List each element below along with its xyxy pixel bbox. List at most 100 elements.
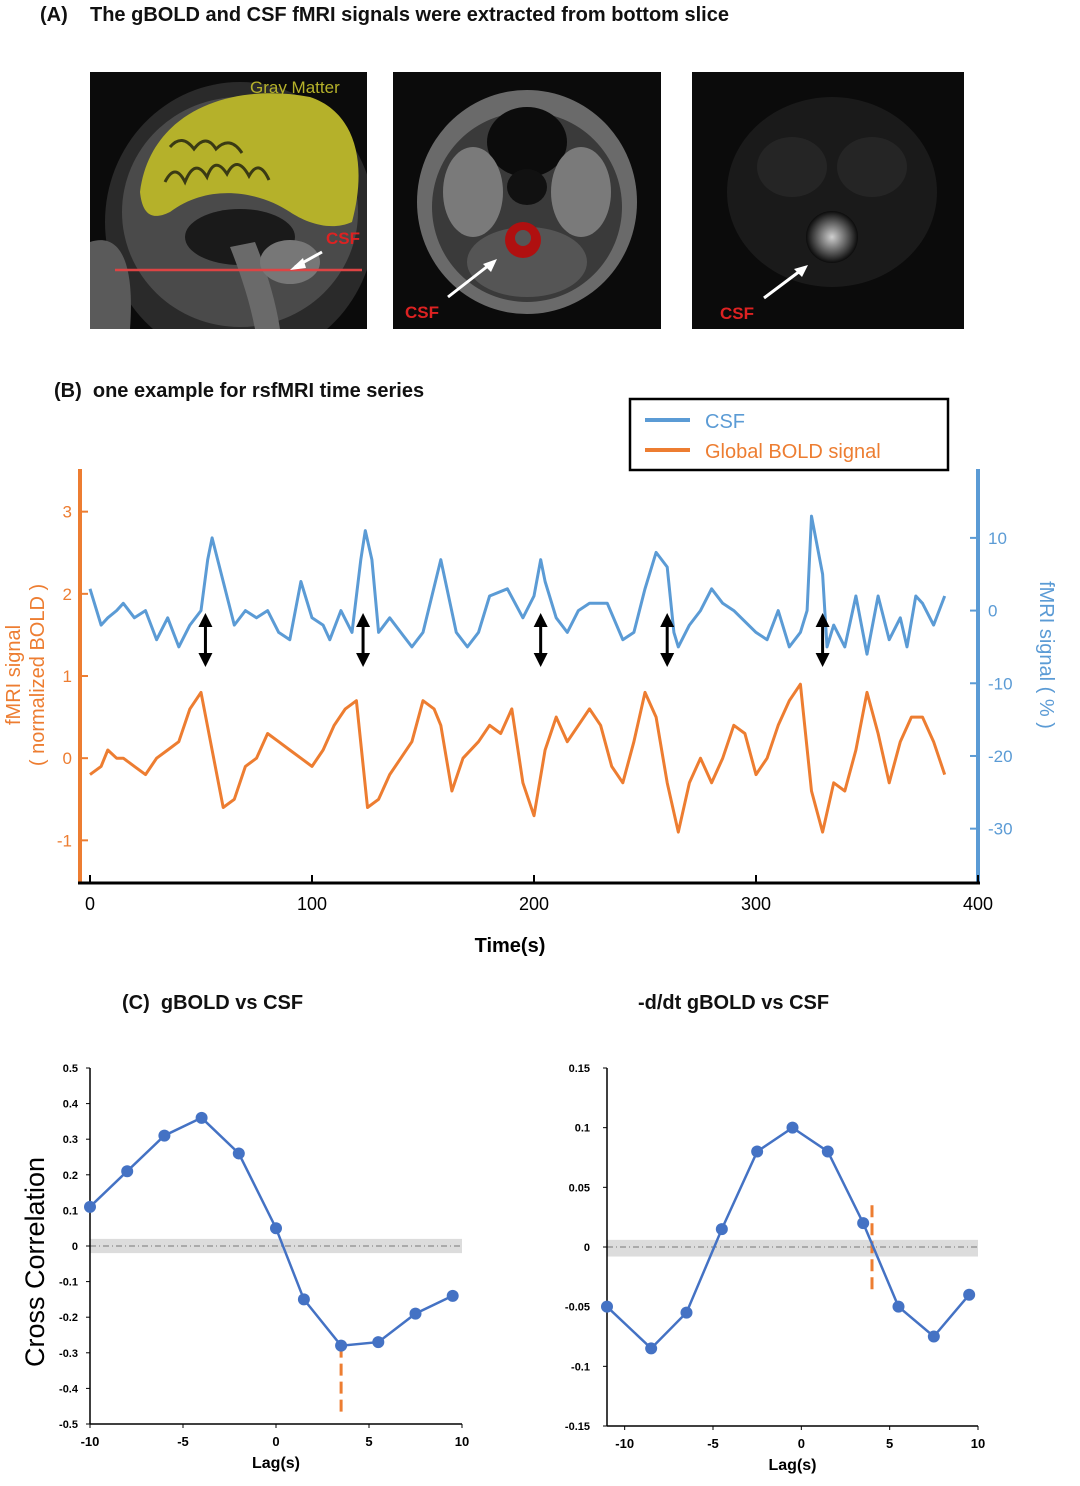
data-point bbox=[446, 1289, 459, 1302]
y-tick-label: 0.05 bbox=[569, 1182, 590, 1194]
global-bold-line bbox=[89, 682, 947, 834]
x-axis-label: Lag(s) bbox=[769, 1457, 817, 1474]
right-tick-label: -10 bbox=[988, 674, 1013, 693]
data-point bbox=[680, 1306, 693, 1319]
data-point bbox=[409, 1307, 422, 1320]
double-arrow-icon bbox=[356, 613, 371, 667]
x-tick-label: -5 bbox=[177, 1434, 189, 1449]
data-point bbox=[335, 1339, 348, 1352]
x-tick-label: 300 bbox=[741, 894, 771, 914]
data-point bbox=[158, 1129, 171, 1142]
right-axis-label: fMRI signal ( % ) bbox=[1035, 581, 1057, 729]
left-axis-label-2: ( normalized BOLD ) bbox=[27, 584, 49, 766]
axial-t1-image: CSF bbox=[393, 72, 661, 329]
panel-c-left-title: (C) gBOLD vs CSF bbox=[122, 992, 304, 1014]
legend-global-bold: Global BOLD signal bbox=[705, 441, 881, 463]
data-point bbox=[892, 1300, 905, 1313]
x-axis-label: Lag(s) bbox=[252, 1455, 300, 1472]
left-tick-label: 3 bbox=[63, 503, 72, 522]
left-tick-label: 0 bbox=[63, 749, 72, 768]
time-series-chart: CSF Global BOLD signal 0 100 200 300 400 -10… bbox=[3, 397, 1057, 957]
y-tick-label: -0.4 bbox=[59, 1383, 79, 1395]
y-tick-label: 0.4 bbox=[63, 1099, 79, 1111]
chart-legend: CSF Global BOLD signal bbox=[628, 397, 950, 472]
data-point bbox=[927, 1330, 940, 1343]
y-tick-label: -0.1 bbox=[571, 1361, 590, 1373]
cross-correlation-line bbox=[606, 1126, 971, 1351]
x-tick-label: 10 bbox=[455, 1434, 469, 1449]
data-point bbox=[751, 1145, 764, 1158]
csf-label-axial: CSF bbox=[405, 303, 439, 322]
csf-line bbox=[88, 514, 947, 656]
y-tick-label: -0.5 bbox=[59, 1419, 78, 1431]
double-arrow-icon bbox=[198, 613, 213, 667]
double-arrow-icon bbox=[815, 613, 830, 667]
data-point bbox=[121, 1165, 134, 1178]
x-tick-label: 0 bbox=[798, 1436, 805, 1451]
x-tick-label: -5 bbox=[707, 1436, 719, 1451]
left-axis-label-1: fMRI signal bbox=[3, 625, 25, 725]
cross-correlation-label: Cross Correlation bbox=[20, 1157, 50, 1367]
left-tick-label: -1 bbox=[57, 831, 72, 850]
y-tick-label: -0.15 bbox=[565, 1421, 590, 1433]
right-tick-label: -30 bbox=[988, 820, 1013, 839]
data-point bbox=[821, 1145, 834, 1158]
double-arrow-icon bbox=[660, 613, 675, 667]
data-point bbox=[232, 1147, 245, 1160]
right-tick-label: 0 bbox=[988, 602, 997, 621]
y-tick-label: -0.1 bbox=[59, 1277, 78, 1289]
axial-t1-drawing: CSF bbox=[405, 90, 637, 322]
x-tick-label: 200 bbox=[519, 894, 549, 914]
cross-correlation-charts: Cross Correlation 0.5 0.4 0.3 0.2 0.1 0 -0.1 -0… bbox=[20, 1063, 985, 1474]
x-axis-label: Time(s) bbox=[475, 935, 546, 957]
right-tick-label: -20 bbox=[988, 747, 1013, 766]
data-point bbox=[857, 1217, 870, 1230]
y-tick-label: 0.2 bbox=[63, 1170, 78, 1182]
sagittal-brain-image: Gray Matter CSF bbox=[90, 72, 367, 329]
significance-band bbox=[607, 1239, 978, 1257]
panel-a-title: (A) The gBOLD and CSF fMRI signals were … bbox=[40, 4, 729, 26]
axial-epi-drawing: CSF bbox=[720, 97, 937, 323]
y-tick-label: -0.3 bbox=[59, 1348, 78, 1360]
data-point bbox=[84, 1200, 96, 1213]
double-arrow-icon bbox=[533, 613, 548, 667]
y-tick-label: 0.5 bbox=[63, 1063, 78, 1075]
x-tick-label: 0 bbox=[85, 894, 95, 914]
x-tick-label: 100 bbox=[297, 894, 327, 914]
panel-b-title: (B) one example for rsfMRI time series bbox=[54, 380, 425, 402]
y-tick-label: 0.1 bbox=[63, 1205, 78, 1217]
data-point bbox=[270, 1222, 282, 1235]
y-tick-label: 0 bbox=[72, 1241, 78, 1253]
x-tick-label: -10 bbox=[615, 1436, 634, 1451]
csf-label-epi: CSF bbox=[720, 304, 754, 323]
data-point bbox=[715, 1223, 728, 1236]
x-tick-label: -10 bbox=[81, 1434, 100, 1449]
x-tick-label: 400 bbox=[963, 894, 993, 914]
left-tick-label: 2 bbox=[63, 585, 72, 604]
legend-csf: CSF bbox=[705, 411, 745, 433]
data-point bbox=[195, 1111, 208, 1124]
y-tick-label: -0.2 bbox=[59, 1312, 78, 1324]
data-point bbox=[786, 1121, 799, 1134]
y-tick-label: 0.3 bbox=[63, 1134, 78, 1146]
x-tick-label: 5 bbox=[365, 1434, 372, 1449]
data-point bbox=[601, 1300, 613, 1313]
data-point bbox=[372, 1336, 385, 1349]
y-tick-label: 0.15 bbox=[569, 1063, 590, 1075]
y-tick-label: 0 bbox=[584, 1242, 590, 1254]
right-tick-label: 10 bbox=[988, 529, 1007, 548]
left-tick-label: 1 bbox=[63, 667, 72, 686]
x-tick-label: 10 bbox=[971, 1436, 985, 1451]
data-point bbox=[297, 1293, 310, 1306]
x-tick-label: 0 bbox=[272, 1434, 279, 1449]
data-point bbox=[963, 1288, 976, 1301]
gray-matter-label: Gray Matter bbox=[250, 78, 340, 97]
axial-epi-image: CSF bbox=[692, 72, 964, 329]
x-tick-label: 5 bbox=[886, 1436, 893, 1451]
data-point bbox=[645, 1342, 658, 1355]
y-tick-label: -0.05 bbox=[565, 1302, 590, 1314]
csf-label-sagittal: CSF bbox=[326, 229, 360, 248]
y-tick-label: 0.1 bbox=[575, 1123, 590, 1135]
panel-c-right-title: -d/dt gBOLD vs CSF bbox=[638, 992, 830, 1014]
sagittal-brain-drawing: Gray Matter CSF bbox=[90, 78, 367, 329]
